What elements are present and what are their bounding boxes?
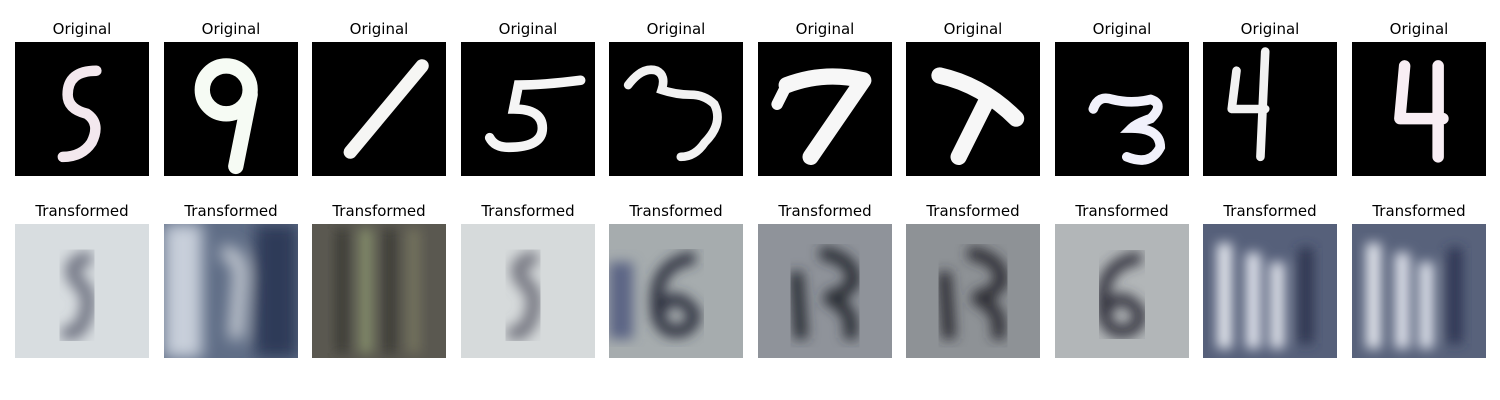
original-digit-image: [1352, 42, 1486, 176]
original-title: Original: [1092, 20, 1152, 38]
transformed-title: Transformed: [629, 202, 723, 220]
transformed-digit-image: [758, 224, 892, 358]
transformed-title: Transformed: [1075, 202, 1169, 220]
transformed-title: Transformed: [1223, 202, 1317, 220]
transformed-title: Transformed: [332, 202, 426, 220]
original-title: Original: [52, 20, 112, 38]
original-title: Original: [646, 20, 706, 38]
transformed-digit-image: [15, 224, 149, 358]
original-digit-image: [312, 42, 446, 176]
transformed-title: Transformed: [184, 202, 278, 220]
original-digit-image: [1203, 42, 1337, 176]
original-digit-image: [164, 42, 298, 176]
original-title: Original: [1389, 20, 1449, 38]
original-digit-image: [1055, 42, 1189, 176]
transformed-title: Transformed: [481, 202, 575, 220]
original-title: Original: [943, 20, 1003, 38]
original-title: Original: [201, 20, 261, 38]
transformed-digit-image: [1203, 224, 1337, 358]
transformed-title: Transformed: [35, 202, 129, 220]
original-digit-image: [461, 42, 595, 176]
transformed-digit-image: [1055, 224, 1189, 358]
transformed-digit-image: [461, 224, 595, 358]
transformed-title: Transformed: [926, 202, 1020, 220]
original-title: Original: [498, 20, 558, 38]
original-digit-image: [906, 42, 1040, 176]
transformed-digit-image: [312, 224, 446, 358]
transformed-title: Transformed: [1372, 202, 1466, 220]
transformed-title: Transformed: [778, 202, 872, 220]
transformed-digit-image: [164, 224, 298, 358]
transformed-digit-image: [1352, 224, 1486, 358]
transformed-digit-image: [906, 224, 1040, 358]
original-title: Original: [349, 20, 409, 38]
original-digit-image: [758, 42, 892, 176]
original-title: Original: [1240, 20, 1300, 38]
original-title: Original: [795, 20, 855, 38]
original-digit-image: [15, 42, 149, 176]
transformed-digit-image: [609, 224, 743, 358]
original-digit-image: [609, 42, 743, 176]
